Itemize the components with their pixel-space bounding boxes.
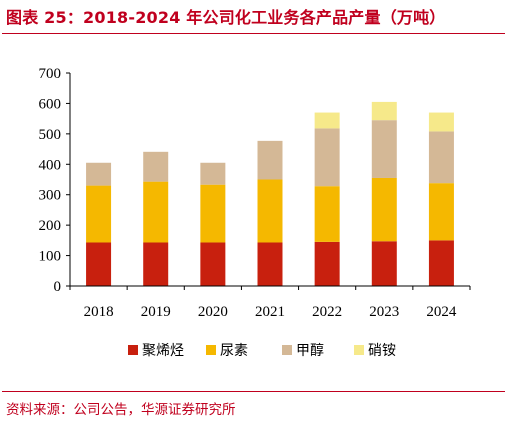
chart-title: 图表 25：2018-2024 年公司化工业务各产品产量（万吨） [6,8,446,27]
y-tick-label: 700 [39,66,62,82]
legend-swatch-1 [206,345,216,355]
y-tick-label: 0 [54,279,62,295]
x-tick-label: 2024 [426,304,457,320]
bar-2023-series-3 [371,101,397,121]
bar-2022-series-3 [314,112,340,129]
bar-2019-series-0 [143,242,169,286]
bar-2018-series-1 [86,185,112,243]
bar-2019-series-1 [143,181,169,243]
legend-swatch-0 [128,345,138,355]
x-tick-label: 2022 [312,304,342,320]
legend-label-1: 尿素 [220,343,248,359]
bar-2020-series-2 [200,162,226,185]
legend-swatch-2 [282,345,292,355]
y-tick-label: 100 [39,249,62,265]
x-tick-label: 2019 [141,304,171,320]
bar-2021-series-1 [257,179,283,243]
legend-swatch-3 [354,345,364,355]
bar-2024-series-1 [428,183,454,241]
x-tick-label: 2023 [369,304,399,320]
y-tick-label: 300 [39,188,62,204]
bar-2021-series-0 [257,242,283,286]
bar-2023-series-0 [371,241,397,286]
bar-2022-series-1 [314,186,340,242]
bar-2023-series-1 [371,177,397,242]
y-tick-label: 200 [39,218,62,234]
source-note: 资料来源：公司公告，华源证券研究所 [6,402,236,418]
bar-2024-series-0 [428,240,454,286]
bar-2018-series-2 [86,162,112,186]
legend-label-3: 硝铵 [368,343,396,359]
bar-2019-series-2 [143,151,169,182]
x-tick-label: 2020 [198,304,228,320]
bar-2020-series-0 [200,242,226,286]
bars-layer [86,101,454,286]
bar-2024-series-3 [428,112,454,132]
y-tick-label: 400 [39,157,62,173]
bar-2020-series-1 [200,184,226,243]
y-tick-label: 500 [39,127,62,143]
legend-label-2: 甲醇 [296,342,324,359]
bar-2018-series-0 [86,242,112,286]
bar-2021-series-2 [257,140,283,180]
title-divider [2,33,505,34]
axes-layer: 0 100 200 300 400 500 600 700 2018 2019 2020 2021 20… [39,66,471,320]
bar-2022-series-0 [314,241,340,286]
bar-2023-series-2 [371,120,397,178]
x-tick-label: 2021 [255,304,285,320]
bar-2022-series-2 [314,128,340,187]
source-divider [2,391,505,392]
x-tick-label: 2018 [84,304,114,320]
legend: 聚烯烃 尿素 甲醇 硝铵 [128,342,396,359]
bar-2024-series-2 [428,131,454,184]
legend-label-0: 聚烯烃 [142,343,184,359]
y-tick-label: 600 [39,96,62,112]
